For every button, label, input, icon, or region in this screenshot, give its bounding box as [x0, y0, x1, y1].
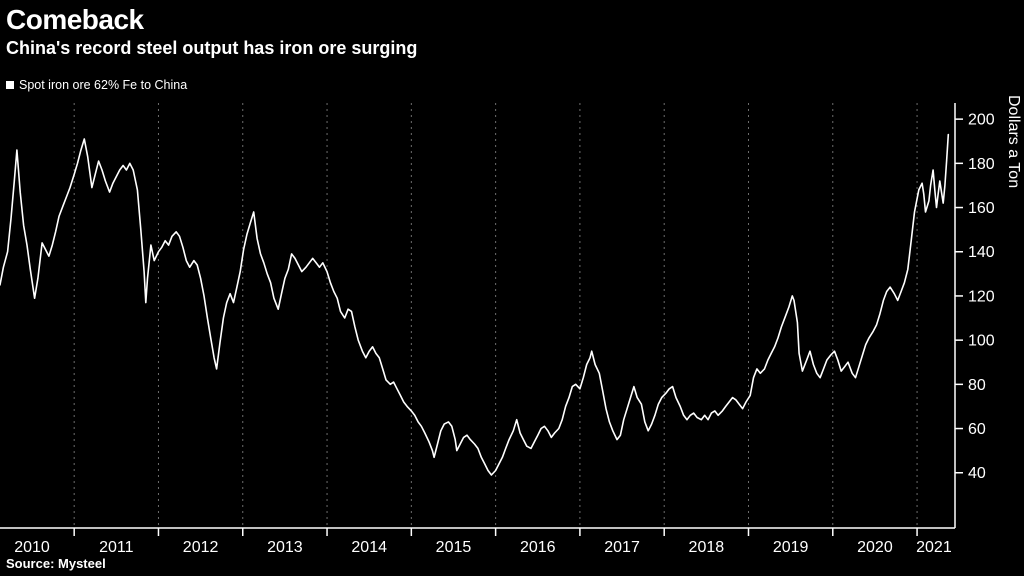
chart-area: 40 60 80 100 120 140 160 180 200 2010 2011 2012 2013… — [0, 95, 1024, 557]
x-year-label: 2010 — [14, 539, 50, 556]
y-tick-label: 140 — [968, 244, 995, 261]
x-year-label: 2011 — [99, 539, 134, 556]
x-year-label: 2014 — [351, 539, 387, 556]
x-year-label: 2015 — [436, 539, 472, 556]
axes — [0, 103, 956, 529]
y-tick-label: 120 — [968, 288, 995, 305]
chart-canvas: 40 60 80 100 120 140 160 180 200 2010 2011 2012 2013… — [0, 103, 995, 556]
legend-label: Spot iron ore 62% Fe to China — [19, 78, 188, 92]
y-tick-label: 160 — [968, 200, 995, 217]
axis-ticks — [73, 118, 963, 536]
source-note: Source: Mysteel — [6, 556, 106, 571]
y-tick-label: 40 — [968, 465, 986, 482]
x-year-label: 2021 — [916, 539, 952, 556]
legend: Spot iron ore 62% Fe to China — [6, 78, 187, 92]
x-year-label: 2017 — [604, 539, 640, 556]
x-year-label: 2019 — [773, 539, 809, 556]
grid-lines — [73, 103, 918, 528]
y-tick-label: 180 — [968, 156, 995, 173]
y-axis-title: Dollars a Ton — [1005, 95, 1022, 189]
x-year-label: 2012 — [183, 539, 219, 556]
price-line — [0, 133, 950, 476]
y-tick-label: 100 — [968, 333, 995, 350]
y-tick-label: 80 — [968, 377, 986, 394]
x-year-label: 2018 — [689, 539, 725, 556]
legend-swatch-icon — [6, 81, 14, 89]
page-subtitle: China's record steel output has iron ore… — [6, 38, 418, 58]
axis-tick-labels: 40 60 80 100 120 140 160 180 200 2010 2011 2012 2013… — [14, 112, 995, 556]
x-year-label: 2016 — [520, 539, 556, 556]
y-tick-label: 60 — [968, 421, 986, 438]
page-title: Comeback — [6, 4, 144, 35]
y-tick-label: 200 — [968, 112, 995, 129]
x-year-label: 2020 — [857, 539, 893, 556]
x-year-label: 2013 — [267, 539, 303, 556]
